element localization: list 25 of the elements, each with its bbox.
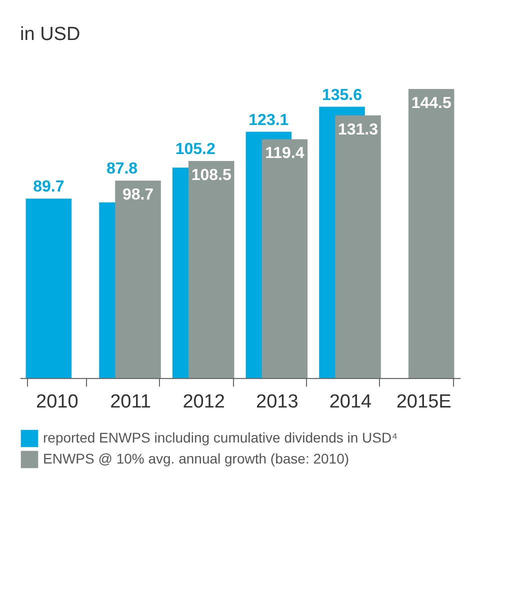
legend-label: ENWPS @ 10% avg. annual growth (base: 2010)	[43, 450, 350, 466]
x-tick-label: 2012	[182, 392, 225, 412]
bar	[262, 139, 308, 378]
y-axis-title: in USD	[20, 24, 80, 45]
x-tick-label: 2013	[256, 392, 298, 412]
data-label: 108.5	[191, 167, 232, 184]
data-label: 98.7	[122, 186, 154, 204]
data-label: 144.5	[411, 95, 452, 112]
bar	[26, 198, 72, 378]
data-label: 105.2	[175, 141, 216, 158]
data-label: 89.7	[33, 178, 64, 196]
data-label: 123.1	[248, 112, 289, 129]
bar	[115, 180, 161, 378]
data-label: 87.8	[106, 160, 138, 178]
x-tick-label: 2014	[329, 392, 372, 412]
bar	[408, 89, 454, 378]
bar	[188, 161, 234, 378]
legend-label: reported ENWPS including cumulative dividends in USD⁴	[43, 430, 398, 446]
x-tick-label: 2015E	[396, 392, 452, 412]
data-label: 131.3	[338, 121, 378, 138]
data-label: 135.6	[322, 86, 362, 104]
x-tick-label: 2010	[36, 392, 78, 412]
data-label: 119.4	[265, 145, 304, 162]
bar	[335, 115, 381, 378]
x-tick-label: 2011	[110, 392, 151, 412]
